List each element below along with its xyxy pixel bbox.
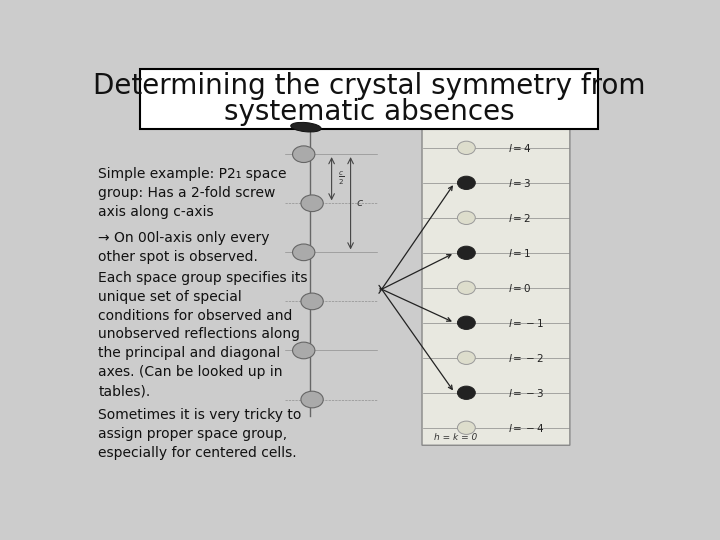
FancyBboxPatch shape	[140, 69, 598, 129]
Circle shape	[457, 211, 475, 225]
Text: → On 00l-axis only every
other spot is observed.: → On 00l-axis only every other spot is o…	[99, 231, 270, 264]
Circle shape	[457, 176, 475, 190]
Circle shape	[457, 246, 475, 259]
Circle shape	[457, 316, 475, 329]
Circle shape	[457, 421, 475, 434]
Text: $l = 1$: $l = 1$	[508, 247, 531, 259]
Text: $l = -1$: $l = -1$	[508, 317, 544, 329]
Circle shape	[457, 351, 475, 364]
Text: Sometimes it is very tricky to
assign proper space group,
especially for centere: Sometimes it is very tricky to assign pr…	[99, 408, 302, 460]
Circle shape	[292, 342, 315, 359]
Text: $l = -2$: $l = -2$	[508, 352, 544, 364]
Text: h = k = 0: h = k = 0	[434, 433, 477, 442]
Polygon shape	[422, 114, 570, 446]
Text: Simple example: P2₁ space
group: Has a 2-fold screw
axis along c-axis: Simple example: P2₁ space group: Has a 2…	[99, 167, 287, 219]
Circle shape	[301, 391, 323, 408]
Circle shape	[457, 281, 475, 294]
Circle shape	[292, 244, 315, 261]
Text: $\frac{c}{2}$: $\frac{c}{2}$	[338, 170, 345, 187]
Text: $l = 3$: $l = 3$	[508, 177, 531, 189]
Ellipse shape	[291, 123, 321, 132]
Text: Determining the crystal symmetry from: Determining the crystal symmetry from	[93, 72, 645, 100]
Text: $l = -4$: $l = -4$	[508, 422, 544, 434]
Circle shape	[457, 141, 475, 154]
Text: $c$: $c$	[356, 198, 364, 208]
Text: $l = 0$: $l = 0$	[508, 282, 531, 294]
Text: systematic absences: systematic absences	[224, 98, 514, 126]
Text: $l = 2$: $l = 2$	[508, 212, 531, 224]
Text: Each space group specifies its
unique set of special
conditions for observed and: Each space group specifies its unique se…	[99, 271, 308, 399]
Circle shape	[292, 146, 315, 163]
Circle shape	[301, 195, 323, 212]
Circle shape	[457, 386, 475, 400]
Circle shape	[301, 293, 323, 310]
Text: $l = -3$: $l = -3$	[508, 387, 544, 399]
Text: $l = 4$: $l = 4$	[508, 142, 531, 154]
